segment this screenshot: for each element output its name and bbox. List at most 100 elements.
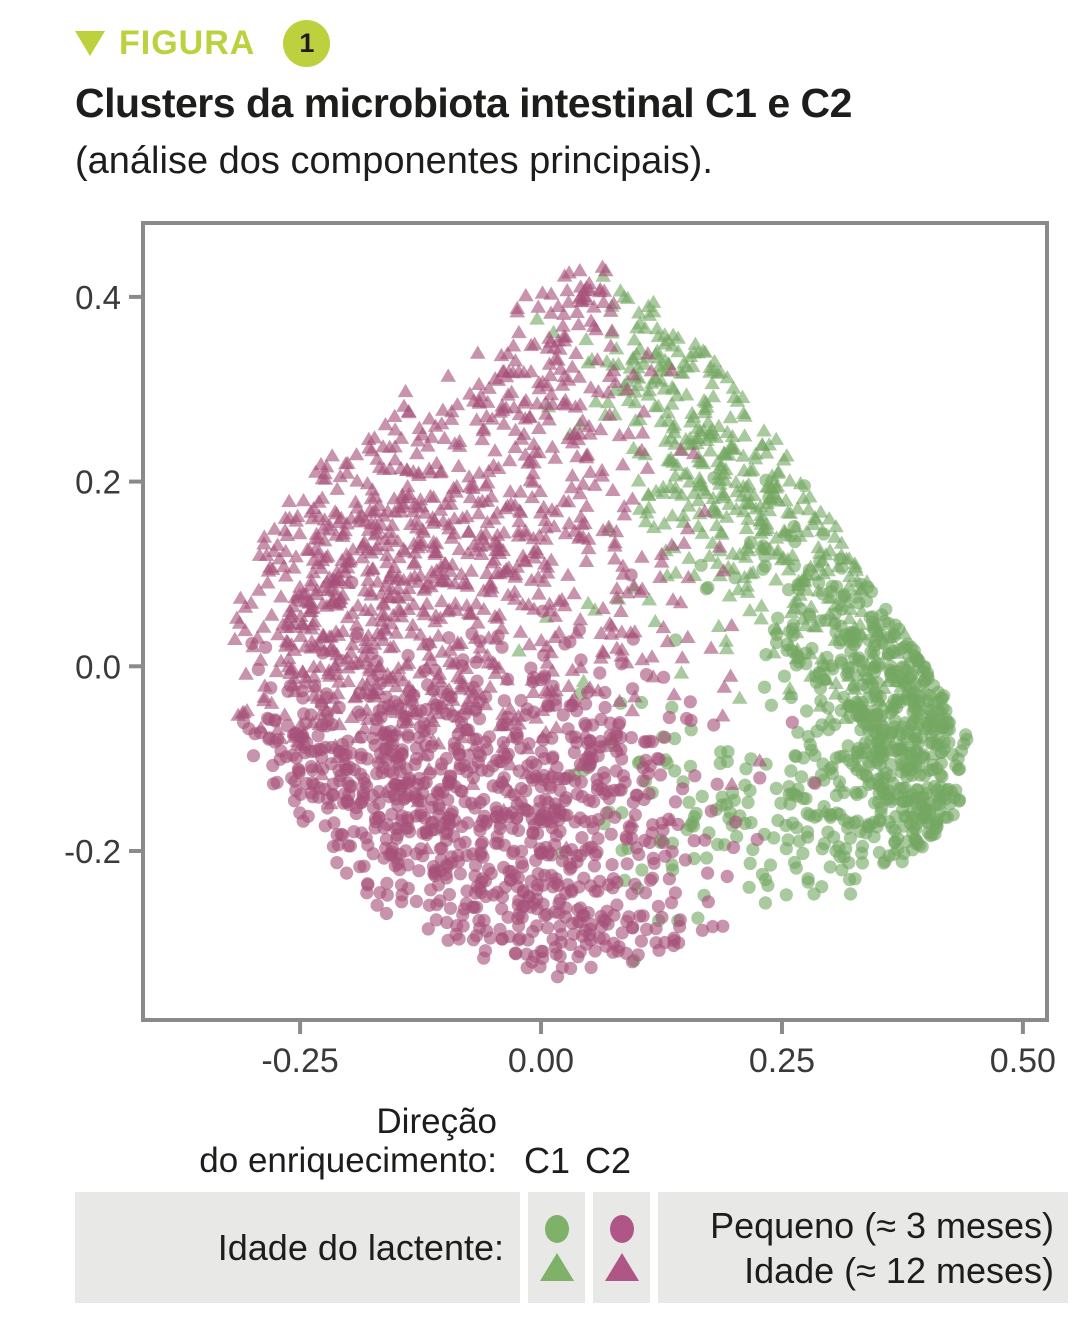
point-c1_12m [807,567,823,581]
point-c2_12m [440,574,456,588]
point-c1_12m [620,392,637,407]
point-c2_12m [270,722,286,736]
c1-small-circle-icon [544,1214,569,1243]
point-c2_3m [432,808,446,822]
point-c2_3m [687,834,701,848]
point-c2_12m [531,420,547,434]
point-c2_3m [607,908,621,922]
point-c1_3m [713,756,727,771]
point-c2_12m [499,498,516,512]
point-c2_12m [421,761,437,776]
point-c2_12m [530,299,547,313]
point-c2_12m [467,738,483,752]
point-c2_12m [259,575,276,589]
point-c2_12m [297,675,313,689]
point-c2_3m [664,896,679,910]
point-c2_12m [359,476,376,490]
point-c2_12m [432,502,449,516]
point-c2_12m [324,448,340,462]
x-tick-label: -0.25 [261,1042,339,1080]
point-c2_3m [478,944,492,958]
point-c2_12m [474,531,490,545]
point-c2_12m [405,464,422,478]
point-c1_3m [800,825,815,839]
point-c2_3m [453,758,467,772]
point-c2_12m [538,724,554,739]
point-c1_12m [682,348,699,362]
point-c1_12m [818,547,834,561]
point-c1_12m [650,328,667,343]
point-c2_12m [388,625,404,639]
point-c1_3m [957,737,971,751]
point-c2_3m [318,782,332,797]
point-c1_12m [647,613,664,628]
point-c2_12m [556,598,573,612]
point-c2_12m [433,674,449,688]
point-c1_12m [832,778,849,792]
point-c2_12m [543,305,559,319]
point-c2_12m [496,416,512,430]
point-c2_12m [679,521,696,535]
point-c1_3m [879,602,893,616]
point-c2_12m [325,690,342,704]
point-c2_3m [429,913,443,927]
point-c2_12m [230,707,246,721]
point-c2_12m [511,716,527,730]
point-c1_12m [786,600,803,614]
point-c2_12m [428,455,445,469]
point-c2_12m [491,607,508,621]
point-c2_3m [482,862,496,876]
point-c2_3m [368,738,382,753]
point-c2_3m [483,931,497,945]
point-c2_12m [696,503,713,518]
legend-entries: Pequeno (≈ 3 meses) Idade (≈ 12 meses) [658,1192,1068,1303]
point-c1_12m [756,423,772,437]
point-c2_12m [306,688,322,702]
point-c2_3m [498,880,512,894]
point-c2_3m [401,648,415,663]
point-c2_12m [578,553,595,567]
point-c2_3m [511,871,525,885]
point-c1_3m [763,858,778,872]
point-c1_12m [810,583,827,597]
point-c2_12m [368,541,384,556]
point-c2_12m [560,678,577,692]
point-c1_12m [884,736,901,750]
point-c1_12m [639,505,655,519]
point-c2_3m [385,807,399,821]
point-c1_12m [673,665,690,679]
point-c2_12m [471,376,487,390]
point-c2_12m [291,526,308,540]
point-c2_12m [548,720,565,734]
point-c2_12m [381,701,398,715]
point-c2_3m [447,829,461,843]
point-c1_12m [731,690,748,704]
point-c2_12m [578,498,595,512]
point-c2_12m [601,407,618,421]
legend-direction-label: Direção do enriquecimento: [77,1102,497,1180]
point-c2_3m [638,735,652,749]
point-c1_3m [730,830,744,844]
point-c1_12m [816,658,833,672]
point-c2_12m [616,499,632,513]
point-c2_3m [347,825,361,839]
point-c1_12m [741,536,757,550]
point-c2_12m [309,759,326,773]
point-c1_12m [694,525,711,539]
point-c2_3m [525,955,539,969]
point-c2_12m [285,677,302,691]
point-c2_3m [516,860,530,874]
figure-subtitle: (análise dos componentes principais). [75,140,713,182]
point-c2_12m [502,484,519,498]
point-c2_12m [273,589,289,603]
point-c2_12m [318,459,335,473]
point-c2_12m [276,707,293,721]
point-c2_12m [340,673,357,688]
point-c2_3m [636,909,650,923]
point-c1_3m [711,837,725,852]
point-c1_3m [843,831,858,845]
point-c1_12m [588,394,604,408]
point-c2_3m [375,766,389,780]
point-c2_3m [379,906,394,921]
point-c2_12m [609,581,625,595]
